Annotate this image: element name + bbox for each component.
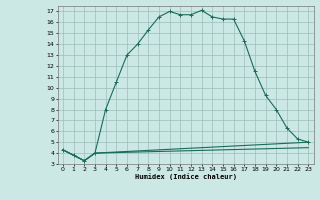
X-axis label: Humidex (Indice chaleur): Humidex (Indice chaleur) [135, 174, 236, 180]
